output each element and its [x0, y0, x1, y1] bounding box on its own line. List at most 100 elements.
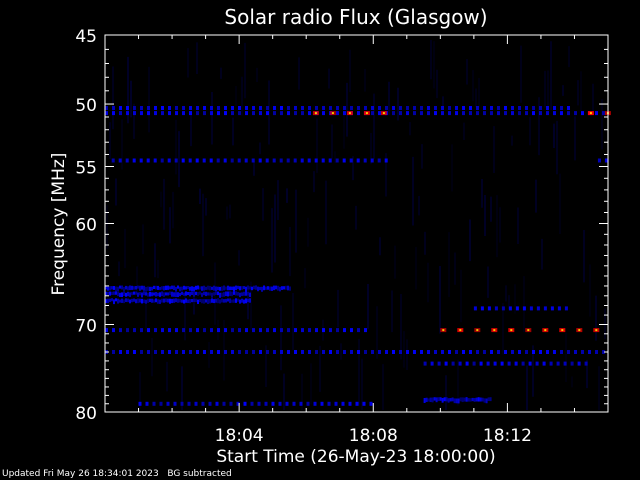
band-segment [487, 306, 491, 311]
band-segment [196, 328, 199, 333]
band-segment [213, 292, 215, 296]
band-segment [229, 291, 231, 296]
band-segment [195, 285, 197, 290]
band-segment [481, 397, 484, 402]
band-segment [522, 306, 526, 311]
band-segment [237, 298, 239, 302]
band-segment [105, 328, 108, 333]
band-segment [203, 285, 205, 291]
band-segment [195, 298, 197, 303]
band-segment [238, 328, 241, 333]
band-segment [113, 291, 115, 295]
band-segment [215, 401, 219, 406]
band-segment [237, 158, 241, 163]
band-segment [197, 285, 199, 290]
band-segment [434, 111, 437, 116]
band-segment [287, 106, 290, 110]
y-tick-label: 70 [75, 317, 97, 337]
band-segment [157, 292, 159, 297]
emission-band [597, 158, 608, 163]
band-segment [448, 111, 451, 116]
band-segment [371, 106, 374, 110]
band-segment [577, 361, 581, 366]
band-segment [250, 401, 254, 406]
band-segment [427, 111, 430, 116]
band-segment [149, 292, 151, 297]
band-segment [217, 350, 220, 354]
band-segment [437, 397, 440, 402]
band-segment [257, 401, 261, 406]
band-segment [224, 111, 227, 116]
band-segment [525, 111, 528, 116]
band-segment [357, 328, 360, 333]
band-segment [221, 298, 223, 303]
band-segment [195, 291, 197, 296]
band-segment [370, 158, 374, 163]
band-segment [125, 158, 129, 163]
band-segment [245, 291, 247, 296]
emission-band [105, 328, 367, 333]
band-segment [112, 328, 115, 333]
band-segment [457, 398, 460, 404]
band-segment [235, 298, 237, 303]
band-segment [173, 285, 175, 291]
band-segment [364, 350, 367, 354]
band-segment [229, 298, 231, 304]
band-segment [199, 299, 201, 303]
band-segment [129, 299, 131, 304]
band-segment [425, 397, 428, 402]
band-segment [431, 397, 434, 403]
band-segment [423, 361, 427, 366]
band-segment [441, 398, 444, 403]
band-segment [238, 111, 241, 116]
plot-area [105, 35, 611, 412]
band-segment [167, 292, 169, 296]
band-segment [327, 401, 331, 406]
emission-band [312, 111, 387, 116]
band-segment [141, 285, 143, 290]
band-segment [231, 299, 233, 303]
band-segment [243, 291, 245, 296]
band-segment [413, 106, 416, 110]
band-segment [287, 328, 290, 333]
band-segment [287, 285, 289, 291]
band-segment [263, 285, 265, 291]
band-segment [217, 328, 220, 333]
band-segment [567, 350, 570, 354]
band-segment [588, 350, 591, 354]
y-tick-label: 50 [75, 96, 97, 116]
band-hotspot [476, 329, 479, 332]
band-segment [497, 106, 500, 110]
band-segment [294, 350, 297, 354]
band-segment [185, 286, 187, 290]
band-segment [182, 111, 185, 116]
band-segment [525, 350, 528, 354]
band-segment [266, 350, 269, 354]
band-segment [132, 158, 136, 163]
band-segment [392, 111, 395, 116]
band-segment [229, 286, 231, 291]
emission-band [473, 306, 568, 311]
band-segment [189, 350, 192, 354]
footer-bar: Updated Fri May 26 18:34:01 2023 BG subt… [2, 469, 232, 479]
band-segment [490, 350, 493, 354]
band-segment [469, 350, 472, 354]
band-hotspot [561, 329, 564, 332]
band-segment [119, 350, 122, 354]
band-segment [175, 292, 177, 298]
band-segment [209, 299, 211, 304]
band-segment [175, 298, 177, 303]
band-segment [275, 285, 277, 290]
band-segment [235, 285, 237, 291]
band-segment [173, 292, 175, 297]
band-segment [518, 111, 521, 116]
band-segment [301, 350, 304, 354]
band-segment [201, 286, 203, 291]
band-segment [231, 106, 234, 110]
band-segment [175, 111, 178, 116]
band-segment [251, 286, 253, 291]
band-segment [221, 292, 223, 298]
band-hotspot [595, 329, 598, 332]
band-segment [497, 350, 500, 354]
band-segment [539, 106, 542, 110]
